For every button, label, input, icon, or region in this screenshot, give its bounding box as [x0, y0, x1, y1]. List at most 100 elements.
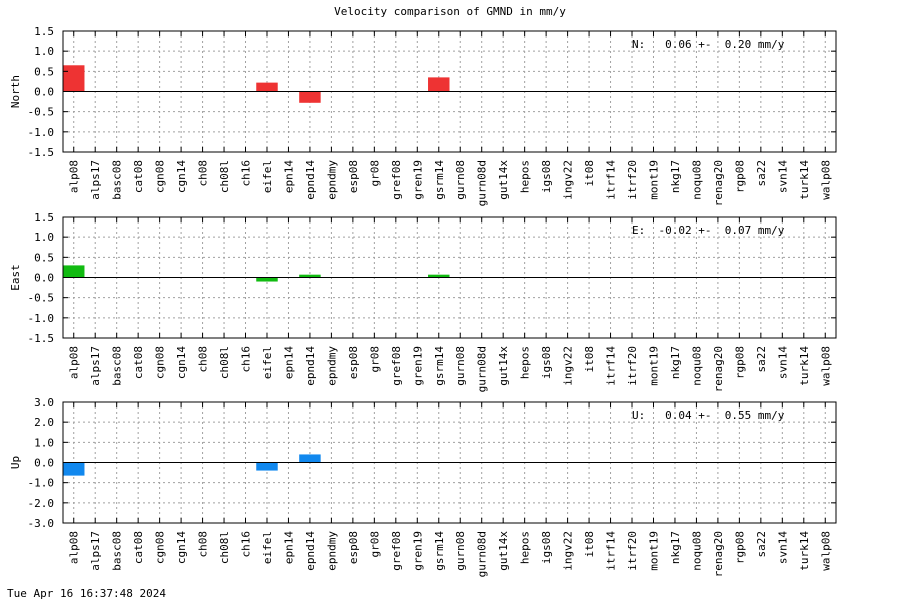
x-tick-label: epnd14	[304, 531, 317, 571]
y-tick-label: 0.5	[34, 65, 54, 78]
x-tick-label: cat08	[132, 531, 145, 564]
x-tick-label: cgn14	[175, 346, 188, 379]
x-tick-label: sa22	[755, 160, 768, 187]
x-tick-label: basc08	[111, 531, 124, 571]
x-tick-label: gut14x	[497, 531, 510, 571]
y-tick-label: 1.0	[34, 231, 54, 244]
x-tick-label: itrf20	[626, 531, 639, 571]
x-tick-label: ch16	[240, 346, 253, 373]
summary-up: U: 0.04 +- 0.55 mm/y	[632, 409, 785, 422]
x-tick-label: epndmy	[325, 346, 338, 386]
x-tick-label: ch08l	[218, 346, 231, 379]
x-tick-label: gren19	[411, 346, 424, 386]
x-tick-label: eifel	[261, 160, 274, 193]
x-tick-label: esp08	[347, 531, 360, 564]
y-tick-label: 0.5	[34, 251, 54, 264]
x-tick-label: alps17	[89, 531, 102, 571]
x-tick-label: walp08	[819, 346, 832, 386]
y-tick-label: 0.0	[34, 457, 54, 470]
x-tick-label: esp08	[347, 346, 360, 379]
x-tick-label: epn14	[282, 160, 295, 193]
x-tick-label: mont19	[647, 346, 660, 386]
x-tick-label: gren19	[411, 531, 424, 571]
x-tick-label: esp08	[347, 160, 360, 193]
y-tick-label: 0.0	[34, 272, 54, 285]
y-tick-label: 3.0	[34, 396, 54, 409]
summary-north: N: 0.06 +- 0.20 mm/y	[632, 38, 785, 51]
x-tick-label: mont19	[647, 160, 660, 200]
x-tick-label: itrf20	[626, 346, 639, 386]
x-tick-label: gut14x	[497, 346, 510, 386]
x-tick-label: igs08	[540, 346, 553, 379]
x-tick-label: ingv22	[562, 160, 575, 200]
x-tick-label: hepos	[519, 346, 532, 379]
x-tick-label: alp08	[68, 160, 81, 193]
x-tick-label: epndmy	[325, 531, 338, 571]
x-tick-label: basc08	[111, 346, 124, 386]
x-tick-label: sa22	[755, 346, 768, 373]
x-tick-label: gr08	[368, 531, 381, 558]
y-tick-label: 2.0	[34, 416, 54, 429]
x-tick-label: epn14	[282, 346, 295, 379]
x-tick-label: gren19	[411, 160, 424, 200]
x-tick-label: itrf14	[605, 531, 618, 571]
x-tick-label: turk14	[798, 346, 811, 386]
x-tick-label: rgp08	[733, 346, 746, 379]
y-tick-label: 1.0	[34, 45, 54, 58]
x-tick-label: cgn08	[154, 160, 167, 193]
x-tick-label: ingv22	[562, 346, 575, 386]
x-tick-label: hepos	[519, 531, 532, 564]
x-tick-label: gref08	[390, 160, 403, 200]
x-tick-label: alps17	[89, 160, 102, 200]
summary-east: E: -0.02 +- 0.07 mm/y	[632, 224, 785, 237]
x-tick-label: gurn08d	[476, 160, 489, 206]
x-tick-label: turk14	[798, 160, 811, 200]
x-tick-label: nkg17	[669, 531, 682, 564]
x-tick-label: gurn08	[454, 531, 467, 571]
y-tick-label: -2.0	[28, 497, 55, 510]
y-tick-label: -1.5	[28, 146, 55, 159]
x-tick-label: it08	[583, 346, 596, 373]
x-tick-label: noqu08	[690, 531, 703, 571]
x-tick-label: gurn08	[454, 346, 467, 386]
x-tick-label: walp08	[819, 160, 832, 200]
x-tick-label: svn14	[776, 346, 789, 379]
x-tick-label: alps17	[89, 346, 102, 386]
x-tick-label: nkg17	[669, 160, 682, 193]
bar-up-epnd14	[299, 454, 321, 463]
x-tick-label: gref08	[390, 346, 403, 386]
y-tick-label: -0.5	[28, 106, 55, 119]
x-tick-label: turk14	[798, 531, 811, 571]
timestamp: Tue Apr 16 16:37:48 2024	[7, 587, 166, 600]
x-tick-label: gr08	[368, 160, 381, 187]
y-tick-label: -1.5	[28, 332, 55, 345]
x-tick-label: alp08	[68, 346, 81, 379]
bar-east-gsrm14	[428, 274, 450, 278]
x-tick-label: gsrm14	[433, 160, 446, 200]
x-tick-label: cgn08	[154, 346, 167, 379]
bar-up-alp08	[63, 462, 85, 476]
x-tick-label: svn14	[776, 160, 789, 193]
y-axis-label: Up	[9, 456, 22, 469]
x-tick-label: ch08	[197, 346, 210, 373]
x-tick-label: ch16	[240, 160, 253, 187]
x-tick-label: eifel	[261, 346, 274, 379]
y-tick-label: -0.5	[28, 292, 55, 305]
x-tick-label: nkg17	[669, 346, 682, 379]
x-tick-label: cat08	[132, 346, 145, 379]
y-tick-label: 0.0	[34, 86, 54, 99]
x-tick-label: it08	[583, 531, 596, 558]
x-tick-label: eifel	[261, 531, 274, 564]
bar-east-epnd14	[299, 274, 321, 278]
x-tick-label: gref08	[390, 531, 403, 571]
x-tick-label: noqu08	[690, 346, 703, 386]
x-tick-label: gr08	[368, 346, 381, 373]
x-tick-label: gurn08d	[476, 346, 489, 392]
x-tick-label: hepos	[519, 160, 532, 193]
x-tick-label: alp08	[68, 531, 81, 564]
bar-up-eifel	[256, 462, 278, 471]
bar-north-epnd14	[299, 91, 321, 103]
x-tick-label: itrf14	[605, 346, 618, 386]
y-tick-label: -3.0	[28, 517, 55, 530]
y-tick-label: -1.0	[28, 312, 55, 325]
